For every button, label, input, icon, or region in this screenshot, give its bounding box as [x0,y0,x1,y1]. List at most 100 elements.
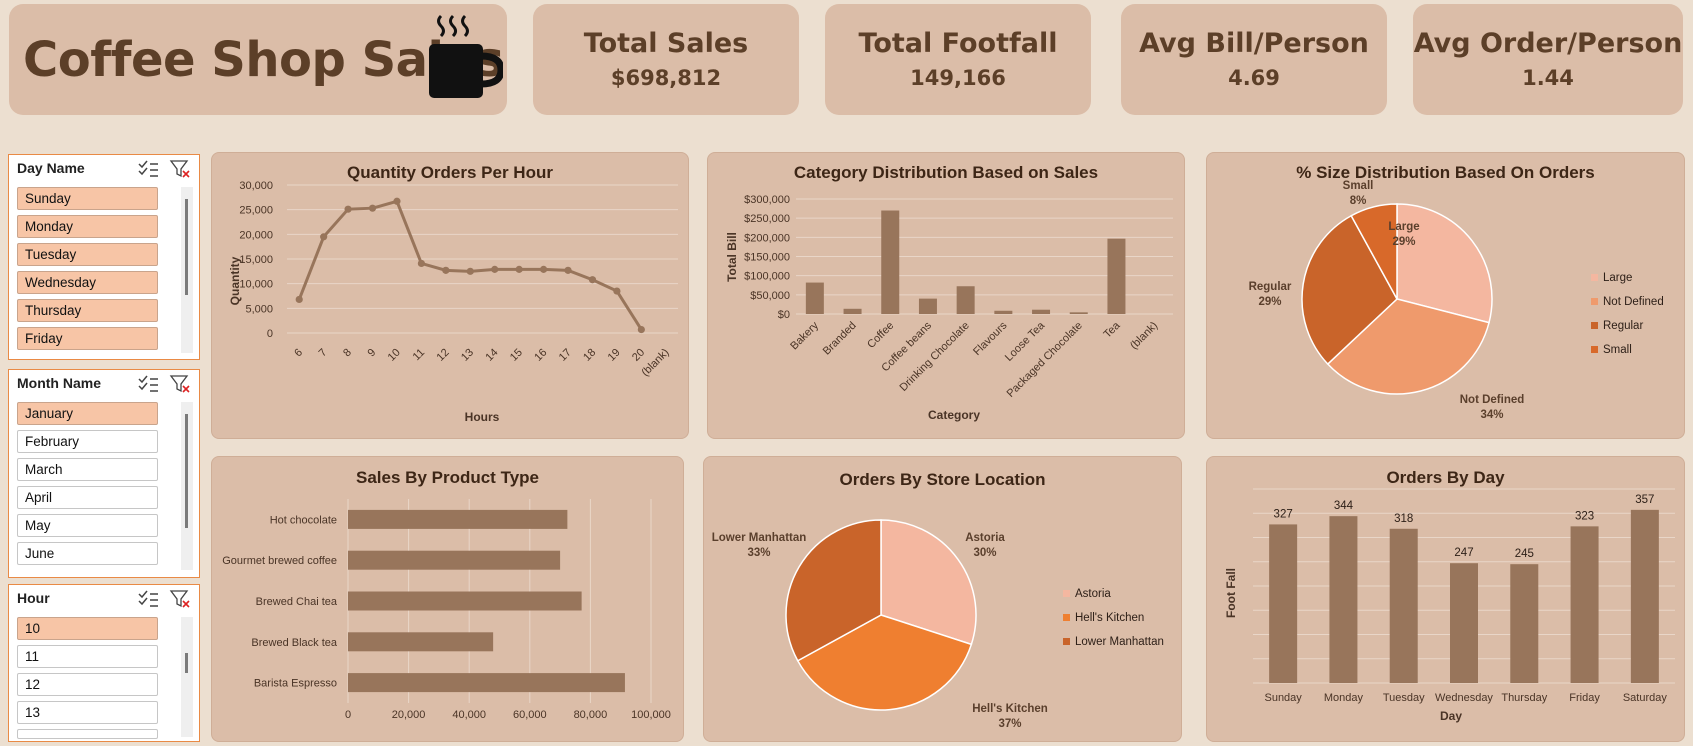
legend-swatch [1063,590,1070,597]
multi-select-icon[interactable] [138,160,158,177]
slice-label-percent: 34% [1480,409,1503,421]
y-tick-label: Gourmet brewed coffee [222,555,337,567]
bar [843,308,862,314]
bar [1630,509,1659,683]
slice-label-name: Small [1343,180,1374,192]
slicer-scrollbar[interactable] [181,187,193,353]
x-tick-label: Sunday [1264,692,1302,704]
chart-title: Sales By Product Type [356,468,539,487]
slicer-item-friday[interactable]: Friday [17,327,158,350]
x-tick-label: 100,000 [631,709,671,721]
data-point [442,266,450,274]
data-point [515,265,523,273]
bar [1510,564,1539,683]
chart-category-distribution: Category Distribution Based on Sales $0 $… [707,152,1185,439]
legend-swatch [1591,346,1598,353]
scroll-thumb[interactable] [185,414,188,528]
scroll-thumb[interactable] [185,199,188,295]
bar [918,298,937,314]
bar [1329,516,1358,683]
slicer-title: Month Name [17,375,101,391]
slicer-item-february[interactable]: February [17,430,158,453]
slicer-item-april[interactable]: April [17,486,158,509]
slicer-item-thursday[interactable]: Thursday [17,299,158,322]
multi-select-icon[interactable] [138,375,158,392]
slicer-item-monday[interactable]: Monday [17,215,158,238]
slicer-item-january[interactable]: January [17,402,158,425]
slicer-item-13[interactable]: 13 [17,701,158,724]
kpi-total-sales: Total Sales $698,812 [533,4,799,115]
clear-filter-icon[interactable] [169,590,190,608]
slicer-item-partial[interactable] [17,729,158,739]
data-point [637,325,645,334]
x-tick-label: Flavours [971,319,1010,358]
chart-title: Quantity Orders Per Hour [347,163,553,182]
slicer-day-name: Day Name Sunday Monday Tuesday Wednesday… [8,154,200,360]
y-tick-label: 30,000 [239,180,273,192]
x-axis-label: Day [1440,709,1462,723]
x-tick-label: Monday [1324,692,1364,704]
slice-label-percent: 8% [1350,195,1367,207]
y-tick-label: Brewed Black tea [251,637,337,649]
x-tick-label: Branded [821,320,859,358]
slice-label-name: Not Defined [1460,394,1525,406]
x-tick-label: Thursday [1501,692,1547,704]
y-tick-label: $200,000 [744,232,790,244]
data-point [393,197,401,205]
bar [1389,528,1418,683]
legend-swatch [1591,274,1598,281]
clear-filter-icon[interactable] [169,160,190,178]
y-tick-label: 5,000 [245,303,273,315]
legend-label: Not Defined [1603,296,1664,308]
slicer-item-sunday[interactable]: Sunday [17,187,158,210]
chart-title: Orders By Day [1386,468,1505,487]
slicer-month-name: Month Name January February March April … [8,369,200,578]
clear-filter-icon[interactable] [169,375,190,393]
x-tick-label: (blank) [1128,320,1160,352]
slicer-item-11[interactable]: 11 [17,645,158,668]
multi-select-icon[interactable] [138,590,158,607]
pie-slice [796,614,973,711]
x-tick-label: 0 [345,709,351,721]
y-tick-label: 10,000 [239,279,273,291]
x-tick-label: 14 [483,347,500,364]
legend-swatch [1063,638,1070,645]
slicer-item-tuesday[interactable]: Tuesday [17,243,158,266]
x-tick-label: 20,000 [392,709,426,721]
bar [348,673,625,693]
slicer-item-10[interactable]: 10 [17,617,158,640]
x-tick-label: 17 [557,347,574,364]
slicer-item-wednesday[interactable]: Wednesday [17,271,158,294]
slicer-item-march[interactable]: March [17,458,158,481]
slice-label-percent: 29% [1392,236,1415,248]
bar [348,591,582,611]
y-tick-label: $150,000 [744,252,790,264]
slicer-scrollbar[interactable] [181,402,193,570]
data-label: 344 [1334,500,1354,512]
slicer-icons [138,590,190,608]
page-title: Coffee Shop Sales [23,32,504,88]
y-axis-label: Total Bill [725,232,739,282]
bar [1570,526,1599,683]
y-tick-label: Hot chocolate [270,514,337,526]
legend-swatch [1063,614,1070,621]
kpi-label: Total Sales [583,28,749,59]
slicer-item-12[interactable]: 12 [17,673,158,696]
legend-swatch [1591,322,1598,329]
bar [348,632,494,652]
slicer-scrollbar[interactable] [181,617,193,737]
slicer-item-may[interactable]: May [17,514,158,537]
data-point [344,205,352,213]
slicer-icons [138,375,190,393]
legend-label: Astoria [1075,588,1111,600]
bar [956,286,975,314]
x-tick-label: 12 [435,347,452,364]
y-tick-label: $300,000 [744,194,790,206]
bar [1107,238,1126,314]
slicer-item-june[interactable]: June [17,542,158,565]
scroll-thumb[interactable] [185,653,188,673]
x-tick-label: Saturday [1623,692,1668,704]
x-tick-label: Tuesday [1383,692,1425,704]
chart-title: Category Distribution Based on Sales [793,163,1099,182]
data-point [320,233,328,241]
